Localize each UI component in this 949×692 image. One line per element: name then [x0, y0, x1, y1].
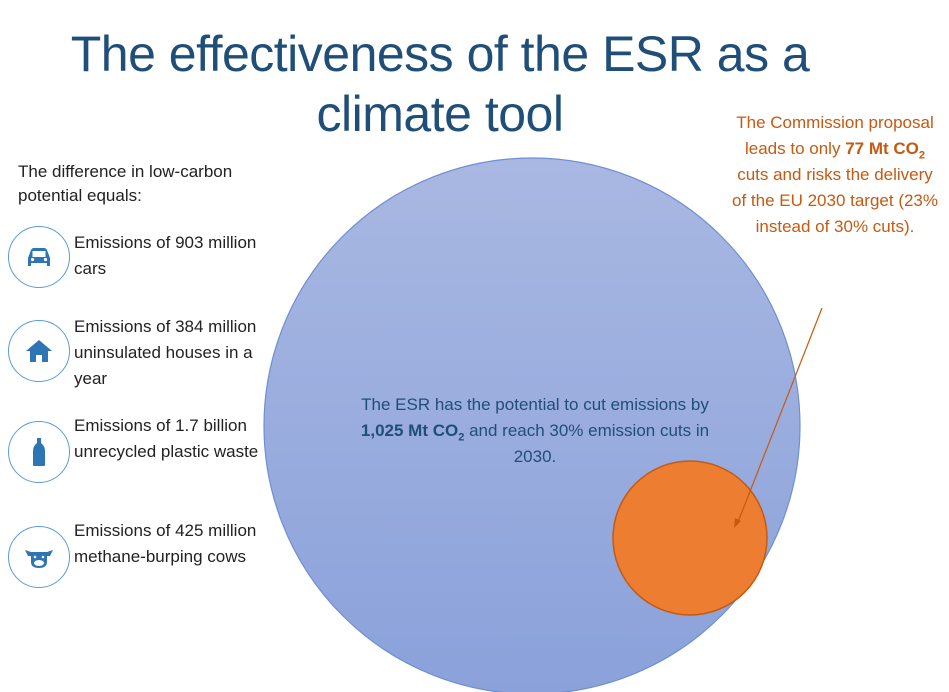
equivalent-text: Emissions of 384 million uninsulated hou…: [74, 317, 257, 388]
commission-proposal-circle: [612, 460, 768, 616]
callout-arrowhead: [734, 518, 741, 528]
car-icon: [8, 226, 70, 288]
page-title: The effectiveness of the ESR as a climat…: [70, 26, 810, 142]
intro-text: The difference in low-carbon potential e…: [18, 162, 233, 205]
equivalent-text: Emissions of 903 million cars: [74, 233, 257, 278]
cow-icon: [8, 526, 70, 588]
commission-callout-text: The Commission proposal leads to only 77…: [731, 113, 939, 236]
house-icon: [8, 320, 70, 382]
bottle-icon: [8, 421, 70, 483]
esr-potential-text: The ESR has the potential to cut emissio…: [360, 395, 710, 466]
equivalent-text: Emissions of 425 million methane-burping…: [74, 521, 257, 566]
callout-arrow: [737, 307, 823, 523]
equivalent-text: Emissions of 1.7 billion unrecycled plas…: [74, 416, 259, 461]
